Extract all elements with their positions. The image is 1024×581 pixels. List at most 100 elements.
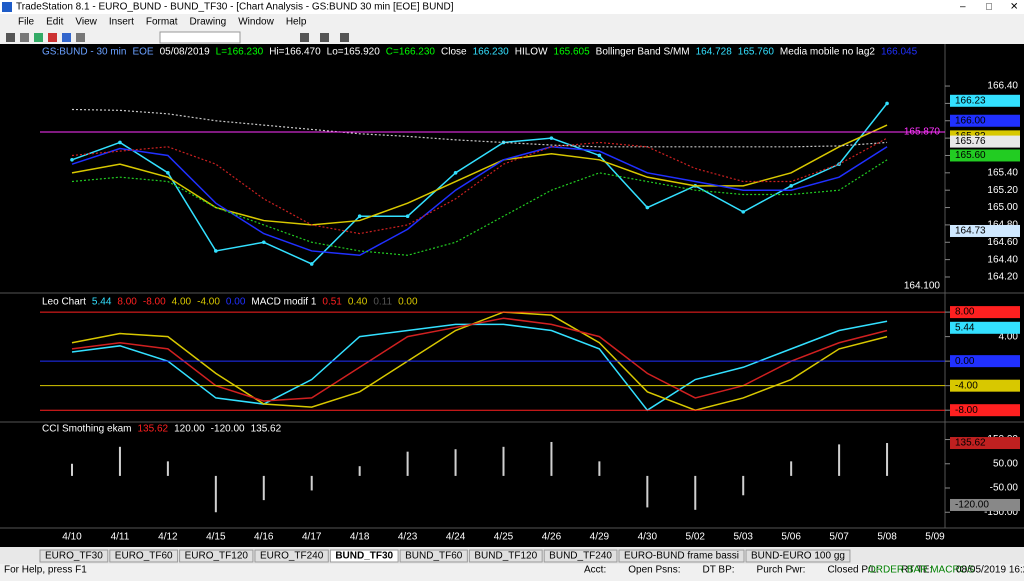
price-box xyxy=(950,94,1020,107)
histogram-bar xyxy=(886,443,889,476)
legend-value: 165.605 xyxy=(554,47,591,58)
menu-item[interactable]: Edit xyxy=(46,17,63,28)
price-box xyxy=(950,114,1020,127)
price-box xyxy=(950,355,1020,368)
series-line xyxy=(71,159,888,256)
histogram-bar xyxy=(646,475,649,508)
tab-label: EURO-BUND frame bassi xyxy=(624,551,739,562)
y-tick-label: 165.40 xyxy=(987,167,1018,178)
tab-label: EURO_TF30 xyxy=(45,551,103,562)
tab-label: EURO_TF60 xyxy=(115,551,173,562)
menu-item[interactable]: Format xyxy=(146,17,178,28)
y-tick-label: -150.00 xyxy=(984,507,1018,518)
tab-label: BUND-EURO 100 gg xyxy=(751,551,845,562)
y-tick-label: 50.00 xyxy=(993,458,1018,469)
tab[interactable]: BUND_TF60 xyxy=(399,549,468,563)
price-label: 120.00 xyxy=(909,441,940,452)
status-macros: ORDER BAR MACROS xyxy=(868,565,974,576)
legend-value: 165.760 xyxy=(738,47,775,58)
tool-icon[interactable] xyxy=(20,33,29,42)
tab-label: BUND_TF30 xyxy=(335,551,393,562)
x-tick-label: 4/30 xyxy=(638,532,658,543)
histogram-bar xyxy=(358,466,361,476)
price-box-label: 8.00 xyxy=(955,307,975,318)
x-tick-label: 4/10 xyxy=(62,532,82,543)
tool-icon[interactable] xyxy=(34,33,43,42)
status-field: Purch Pwr: xyxy=(757,565,806,576)
histogram-bar xyxy=(790,461,793,476)
menu-item[interactable]: Drawing xyxy=(190,17,227,28)
price-label: 165.870 xyxy=(904,127,941,138)
tab[interactable]: EURO_TF30 xyxy=(39,549,109,563)
y-tick-label: 166.40 xyxy=(987,81,1018,92)
y-tick-label: 164.20 xyxy=(987,272,1018,283)
price-box-label: -120.00 xyxy=(955,500,989,511)
tool-icon[interactable] xyxy=(300,33,309,42)
y-tick-label: 4.00 xyxy=(999,331,1019,342)
status-fields: Acct: Open Psns: DT BP: Purch Pwr: Closed P/… xyxy=(584,565,932,576)
tool-icon[interactable] xyxy=(76,33,85,42)
header-text: C=166.230 xyxy=(386,47,436,58)
tab[interactable]: BUND_TF240 xyxy=(543,549,618,563)
tab-label: BUND_TF120 xyxy=(474,551,537,562)
x-tick-label: 4/25 xyxy=(494,532,514,543)
tool-icon[interactable] xyxy=(48,33,57,42)
header-text: L=166.230 xyxy=(216,47,264,58)
x-tick-label: 5/02 xyxy=(686,532,706,543)
tab[interactable]: BUND_TF120 xyxy=(468,549,543,563)
tool-icon[interactable] xyxy=(6,33,15,42)
tab[interactable]: BUND-EURO 100 gg xyxy=(745,549,851,563)
histogram-bar xyxy=(502,446,505,476)
histogram-bar xyxy=(454,449,457,476)
price-box-label: -8.00 xyxy=(955,405,978,416)
tab-shape xyxy=(399,549,468,563)
tool-icon[interactable] xyxy=(320,33,329,42)
legend-value: 4.00 xyxy=(172,297,192,308)
price-box-label: 0.00 xyxy=(955,356,975,367)
histogram-bar xyxy=(742,475,745,496)
tab-shape xyxy=(543,549,618,563)
header-text: 05/08/2019 xyxy=(160,47,210,58)
menu-item[interactable]: View xyxy=(75,17,97,28)
menu-item[interactable]: Help xyxy=(286,17,307,28)
status-field: DT BP: xyxy=(703,565,735,576)
legend-value: -120.00 xyxy=(211,424,245,435)
x-tick-label: 5/08 xyxy=(877,532,897,543)
histogram-bar xyxy=(166,461,169,476)
minimize[interactable]: – xyxy=(960,2,966,13)
x-tick-label: 5/07 xyxy=(829,532,849,543)
x-tick-label: 4/24 xyxy=(446,532,466,543)
histogram-bar xyxy=(598,461,601,476)
histogram-bar xyxy=(694,475,697,510)
tab[interactable]: EURO_TF120 xyxy=(179,549,254,563)
legend-name: Leo Chart xyxy=(42,297,86,308)
tool-icon[interactable] xyxy=(340,33,349,42)
x-tick-label: 4/23 xyxy=(398,532,418,543)
close[interactable]: ✕ xyxy=(1010,2,1018,13)
legend-value: 0.40 xyxy=(348,297,368,308)
legend-value: 120.00 xyxy=(174,424,205,435)
menu-item[interactable]: Insert xyxy=(109,17,134,28)
tool-icon[interactable] xyxy=(62,33,71,42)
tab[interactable]: BUND_TF30 xyxy=(329,549,399,563)
tab[interactable]: EURO-BUND frame bassi xyxy=(618,549,745,563)
legend-value: 0.00 xyxy=(398,297,418,308)
legend-value: 5.44 xyxy=(92,297,112,308)
histogram-bar xyxy=(71,463,73,476)
y-tick-label: 165.00 xyxy=(987,202,1018,213)
symbol-box[interactable] xyxy=(159,31,241,44)
header-text: Hi=166.470 xyxy=(269,47,321,58)
maximize[interactable]: □ xyxy=(986,2,992,13)
tab-label: BUND_TF240 xyxy=(549,551,612,562)
status-bar xyxy=(0,564,1024,576)
menu-bar xyxy=(0,14,1024,30)
series-line xyxy=(71,320,888,412)
app-icon xyxy=(2,2,12,12)
menu-item[interactable]: Window xyxy=(238,17,274,28)
tab[interactable]: EURO_TF240 xyxy=(254,549,329,563)
toolbar-icons xyxy=(6,31,349,44)
legend-name: HILOW xyxy=(515,47,548,58)
menu-item[interactable]: File xyxy=(18,17,35,28)
legend-name: Close xyxy=(441,47,467,58)
tab[interactable]: EURO_TF60 xyxy=(109,549,179,563)
